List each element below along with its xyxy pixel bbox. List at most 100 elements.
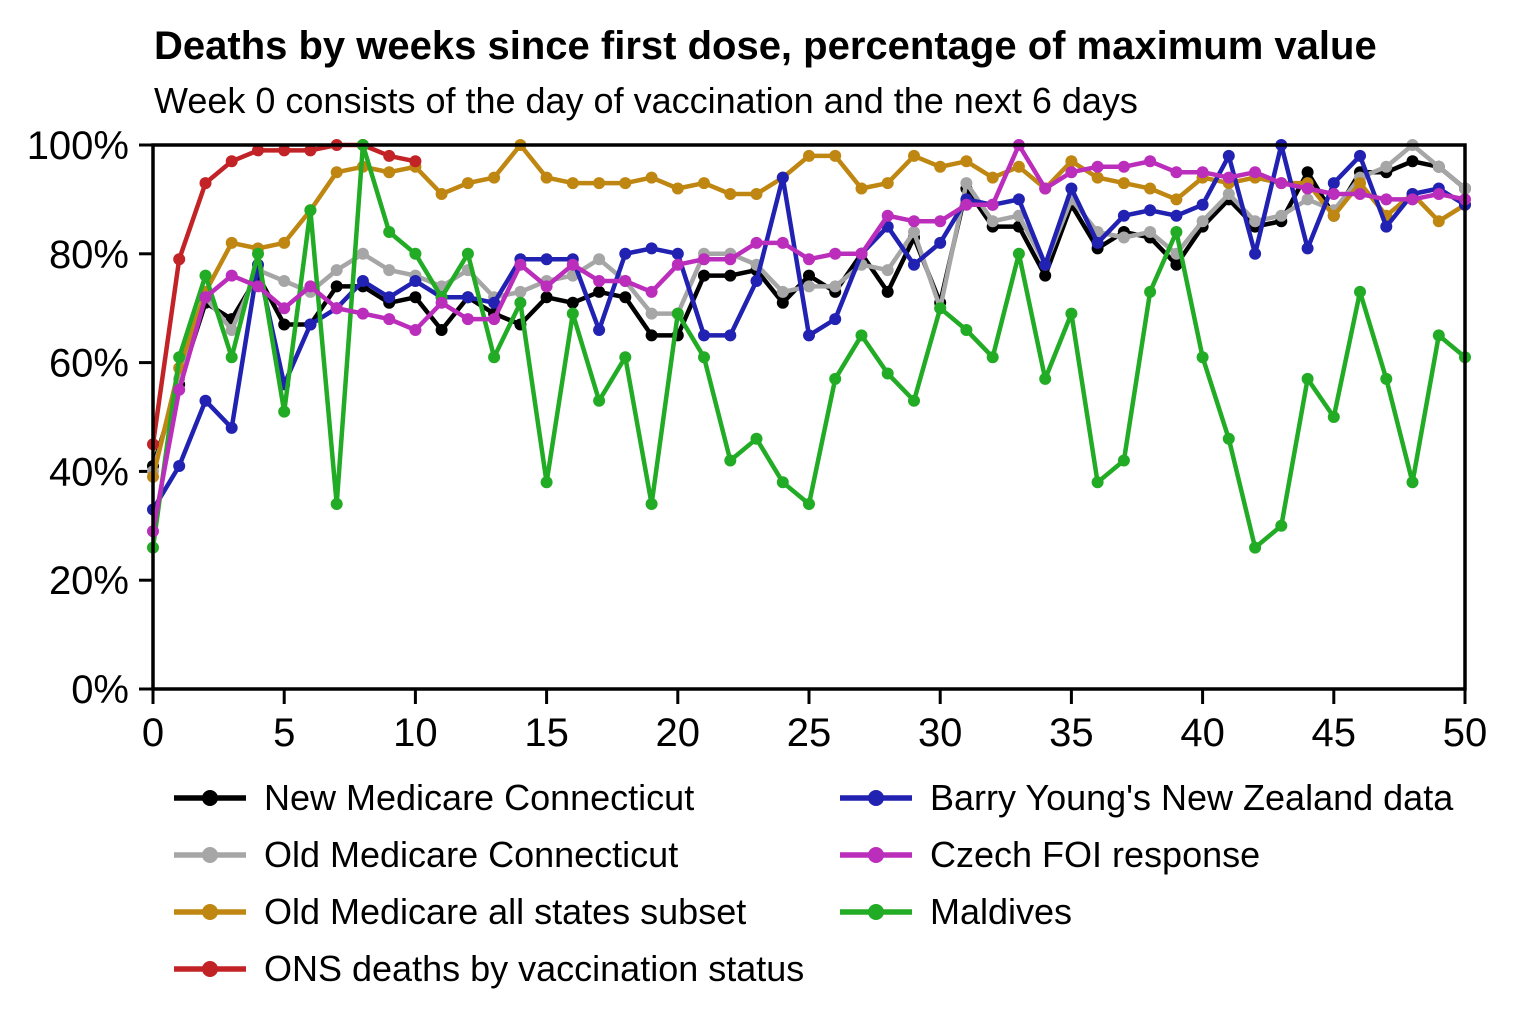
data-point [435, 324, 448, 336]
data-point [1354, 188, 1366, 200]
series-maldives [147, 139, 1471, 554]
x-tick-label: 5 [273, 711, 295, 755]
data-point [566, 177, 579, 190]
data-point [225, 269, 238, 282]
legend-item-label: Maldives [930, 890, 1073, 932]
data-point [252, 280, 264, 293]
data-point [566, 307, 579, 320]
data-point [225, 236, 238, 249]
data-point [1275, 177, 1288, 190]
data-point [488, 313, 501, 326]
data-point [1144, 182, 1157, 195]
data-point [1144, 155, 1157, 168]
data-point [619, 291, 632, 304]
data-point [1117, 454, 1130, 467]
data-point [461, 313, 474, 326]
data-point [225, 421, 238, 434]
data-point [304, 144, 317, 157]
data-point [803, 253, 815, 266]
data-point [934, 236, 947, 249]
data-point [1301, 193, 1314, 206]
data-point [908, 226, 920, 238]
legend-swatch-maldives [840, 903, 912, 920]
data-point [855, 329, 868, 342]
series-barry-young-s-new-zealand-data [147, 139, 1471, 516]
data-point [1170, 258, 1183, 271]
data-point [435, 296, 448, 309]
data-point [724, 329, 737, 342]
data-point [645, 498, 658, 510]
data-point [881, 177, 894, 190]
data-point [199, 269, 212, 282]
legend-dot-marker [202, 960, 218, 977]
chart-subtitle: Week 0 consists of the day of vaccinatio… [154, 80, 1138, 121]
data-point [619, 275, 632, 287]
data-point [488, 351, 501, 364]
data-point [698, 269, 710, 282]
data-point [1012, 247, 1025, 260]
data-point [1301, 166, 1314, 179]
data-point [908, 149, 920, 162]
data-point [750, 275, 763, 287]
x-tick-label: 25 [787, 711, 832, 755]
data-point [829, 247, 842, 260]
data-point [1012, 193, 1025, 206]
data-point [908, 258, 920, 271]
data-point [671, 247, 684, 260]
data-point [1117, 209, 1130, 222]
data-point [383, 313, 396, 326]
data-point [435, 188, 448, 200]
data-point [1065, 182, 1078, 195]
data-point [698, 253, 710, 266]
data-point [1354, 177, 1366, 190]
y-tick-label: 0% [71, 668, 129, 712]
data-point [829, 280, 842, 293]
data-point [383, 291, 396, 304]
data-point [540, 291, 553, 304]
data-point [514, 296, 527, 309]
data-point [724, 253, 737, 266]
data-point [986, 351, 999, 364]
data-point [776, 296, 789, 309]
data-point [461, 177, 474, 190]
data-point [724, 188, 737, 200]
legend-column-1: New Medicare Connecticut Old Medicare Con… [172, 769, 804, 997]
data-point [278, 236, 291, 249]
data-point [1354, 285, 1366, 298]
x-tick-label: 10 [393, 711, 438, 755]
data-point [514, 285, 527, 298]
data-point [881, 285, 894, 298]
data-point [1432, 160, 1445, 173]
data-point [540, 171, 553, 184]
data-point [1091, 171, 1104, 184]
data-point [803, 280, 815, 293]
data-point [934, 215, 947, 228]
data-point [855, 247, 868, 260]
data-point [1144, 204, 1157, 217]
legend-swatch-ons-deaths-by-vaccination-status [174, 960, 246, 977]
data-point [278, 302, 291, 315]
data-point [1222, 432, 1235, 445]
data-point [173, 383, 186, 396]
data-point [776, 236, 789, 249]
data-point [776, 285, 789, 298]
y-tick-label: 60% [49, 342, 129, 386]
data-point [855, 182, 868, 195]
x-tick-label: 45 [1312, 711, 1357, 755]
data-point [356, 247, 369, 260]
data-point [514, 258, 527, 271]
data-point [776, 476, 789, 489]
data-point [330, 498, 343, 510]
data-point [173, 460, 186, 472]
data-point [330, 166, 343, 179]
data-point [645, 285, 658, 298]
data-point [593, 253, 606, 266]
data-point [304, 280, 317, 293]
data-point [645, 171, 658, 184]
data-point [1380, 193, 1393, 206]
x-tick-label: 35 [1049, 711, 1094, 755]
data-point [803, 269, 815, 282]
x-tick-label: 0 [142, 711, 164, 755]
data-point [593, 324, 606, 336]
data-point [593, 177, 606, 190]
